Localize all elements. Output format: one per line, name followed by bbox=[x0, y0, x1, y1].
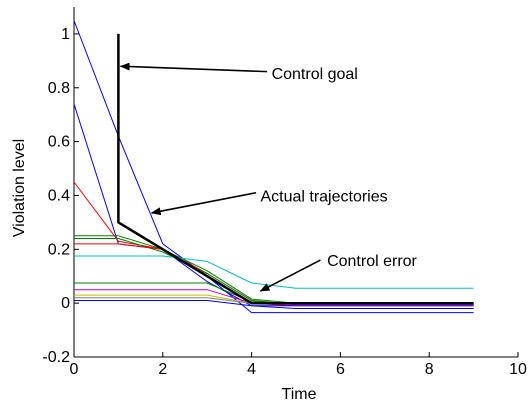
trajectory-line-2 bbox=[73, 103, 474, 309]
annotation-label: Control error bbox=[327, 253, 417, 270]
y-axis-label: Violation level bbox=[11, 139, 28, 237]
annotation-label: Actual trajectories bbox=[260, 188, 387, 205]
x-tick-label: 8 bbox=[425, 361, 434, 378]
y-tick-label: 0.8 bbox=[48, 80, 70, 97]
annotations: Control goal Actual trajectories Control e… bbox=[119, 62, 418, 292]
annotation-label: Control goal bbox=[272, 66, 358, 83]
trajectory-line-7 bbox=[74, 255, 474, 289]
y-tick-label: 1 bbox=[61, 26, 70, 43]
series-group bbox=[73, 20, 474, 314]
x-tick-label: 0 bbox=[70, 361, 79, 378]
y-tick-label: 0 bbox=[61, 295, 70, 312]
x-tick-label: 4 bbox=[247, 361, 256, 378]
annotation-arrow bbox=[119, 62, 268, 73]
x-tick-label: 10 bbox=[509, 361, 527, 378]
trajectory-line-12 bbox=[74, 300, 474, 307]
x-tick-label: 2 bbox=[158, 361, 167, 378]
x-axis-label: Time bbox=[282, 386, 317, 403]
y-tick-label: 0.4 bbox=[48, 187, 70, 204]
y-tick-label: 0.6 bbox=[48, 134, 70, 151]
trajectory-line-1 bbox=[73, 20, 474, 314]
annotation-arrow bbox=[150, 191, 257, 216]
annotation-arrow bbox=[259, 259, 321, 292]
control-goal-line bbox=[117, 33, 474, 305]
y-tick-label: -0.2 bbox=[42, 349, 70, 366]
axes: 0 2 4 6 8 10-0.200.20.40.60.81 bbox=[42, 7, 527, 378]
x-tick-label: 6 bbox=[336, 361, 345, 378]
y-tick-label: 0.2 bbox=[48, 241, 70, 258]
